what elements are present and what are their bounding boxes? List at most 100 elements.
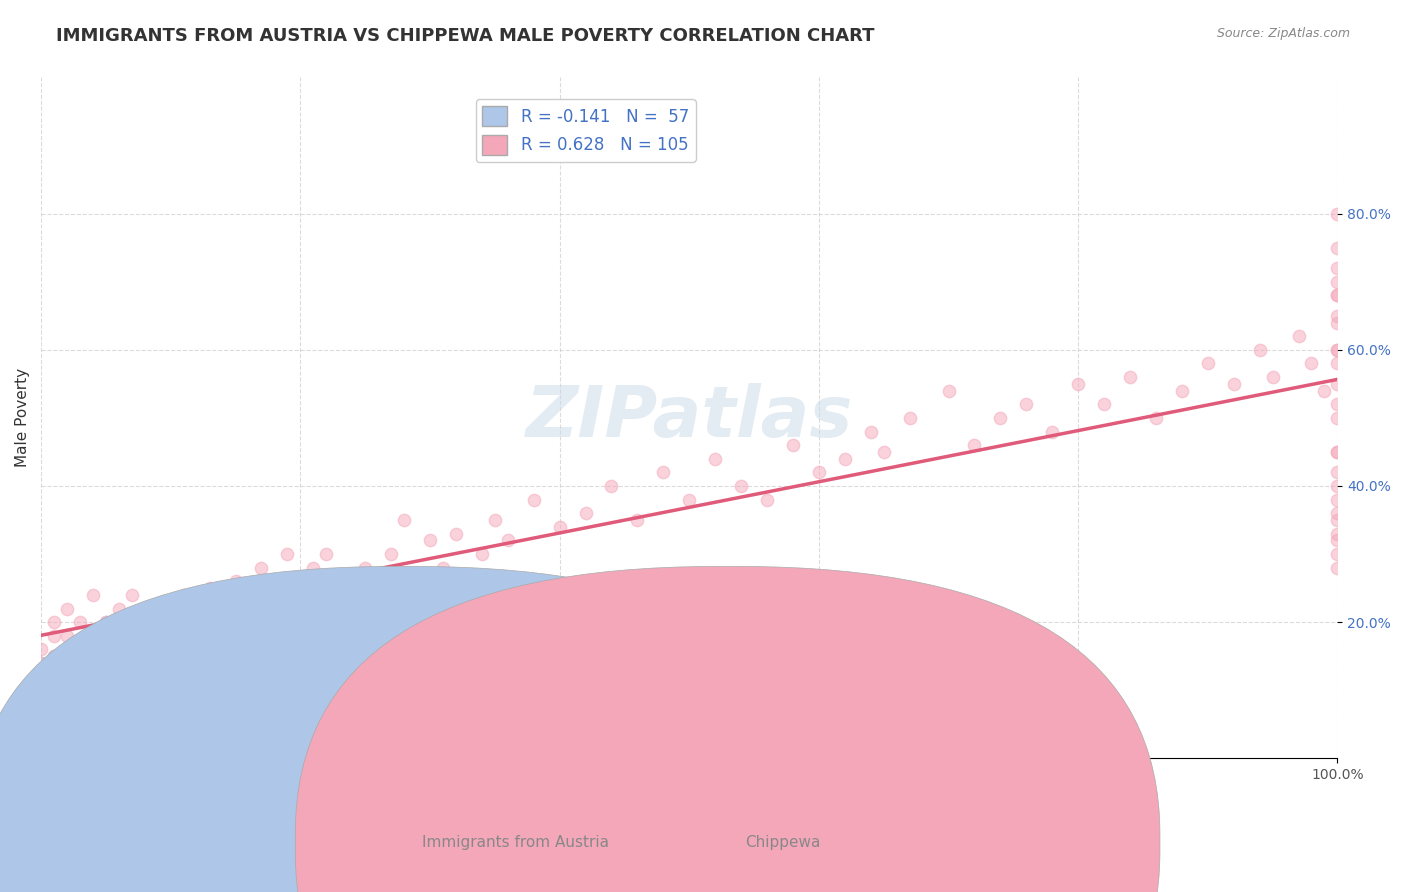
Point: [250, 560, 273, 574]
Point: [328, 581, 350, 595]
Point: [30, 697, 52, 711]
Point: [42, 670, 65, 684]
Point: [1040, 425, 1063, 439]
Point: [1326, 316, 1348, 330]
Point: [30, 670, 52, 684]
Text: Source: ZipAtlas.com: Source: ZipAtlas.com: [1216, 27, 1350, 40]
Point: [82, 629, 104, 643]
Point: [30, 738, 52, 752]
Point: [302, 560, 325, 574]
Point: [1171, 384, 1194, 398]
Point: [1326, 533, 1348, 548]
Point: [30, 717, 52, 731]
Point: [276, 547, 298, 561]
Point: [938, 384, 960, 398]
Point: [42, 683, 65, 698]
Point: [1326, 410, 1348, 425]
Point: [1326, 560, 1348, 574]
Point: [523, 492, 546, 507]
Point: [82, 588, 104, 602]
Point: [30, 724, 52, 739]
Point: [315, 547, 337, 561]
Point: [678, 492, 700, 507]
Point: [82, 656, 104, 670]
Point: [225, 574, 247, 589]
Point: [42, 649, 65, 664]
Point: [1015, 397, 1038, 411]
Legend: R = -0.141   N =  57, R = 0.628   N = 105: R = -0.141 N = 57, R = 0.628 N = 105: [475, 99, 696, 161]
Point: [1326, 261, 1348, 276]
Point: [69, 690, 91, 704]
Point: [30, 745, 52, 759]
Point: [56, 601, 79, 615]
Point: [42, 676, 65, 690]
Point: [198, 581, 221, 595]
Point: [30, 656, 52, 670]
Point: [42, 704, 65, 718]
Point: [963, 438, 986, 452]
Point: [42, 670, 65, 684]
Point: [1326, 526, 1348, 541]
Point: [134, 615, 156, 629]
Point: [1326, 288, 1348, 302]
Point: [730, 479, 752, 493]
Point: [30, 642, 52, 657]
Point: [82, 683, 104, 698]
Point: [30, 656, 52, 670]
Point: [859, 425, 882, 439]
Point: [548, 520, 571, 534]
Point: [1326, 492, 1348, 507]
Point: [121, 629, 143, 643]
Text: Chippewa: Chippewa: [742, 799, 818, 814]
Point: [1067, 376, 1090, 391]
Point: [56, 670, 79, 684]
Point: [30, 717, 52, 731]
Point: [574, 506, 596, 520]
Point: [56, 629, 79, 643]
Point: [1249, 343, 1271, 357]
Point: [263, 601, 285, 615]
Point: [484, 513, 506, 527]
Point: [1326, 309, 1348, 323]
Point: [146, 642, 169, 657]
Point: [42, 683, 65, 698]
Point: [1326, 275, 1348, 289]
Point: [30, 697, 52, 711]
Point: [42, 663, 65, 677]
Point: [988, 410, 1011, 425]
Point: [471, 547, 494, 561]
Point: [69, 670, 91, 684]
Point: [94, 670, 117, 684]
Point: [600, 479, 623, 493]
Point: [1326, 445, 1348, 459]
Point: [1326, 547, 1348, 561]
Point: [42, 697, 65, 711]
Point: [69, 649, 91, 664]
Point: [30, 683, 52, 698]
Point: [873, 445, 896, 459]
Y-axis label: Male Poverty: Male Poverty: [15, 368, 30, 467]
Point: [1326, 288, 1348, 302]
Point: [1326, 479, 1348, 493]
Point: [30, 710, 52, 724]
Point: [56, 656, 79, 670]
Text: ZIPatlas: ZIPatlas: [526, 384, 853, 452]
Point: [1326, 513, 1348, 527]
Point: [782, 438, 804, 452]
Point: [263, 697, 285, 711]
Point: [1313, 384, 1336, 398]
Point: [898, 410, 921, 425]
Point: [30, 690, 52, 704]
Point: [1092, 397, 1115, 411]
Point: [704, 451, 727, 466]
Point: [238, 588, 260, 602]
Point: [173, 588, 195, 602]
Point: [30, 697, 52, 711]
Point: [626, 513, 648, 527]
Point: [186, 615, 208, 629]
Point: [1261, 370, 1284, 384]
Text: Immigrants from Austria: Immigrants from Austria: [401, 799, 588, 814]
Text: Immigrants from Austria: Immigrants from Austria: [422, 836, 609, 850]
Point: [834, 451, 856, 466]
Point: [1326, 206, 1348, 220]
